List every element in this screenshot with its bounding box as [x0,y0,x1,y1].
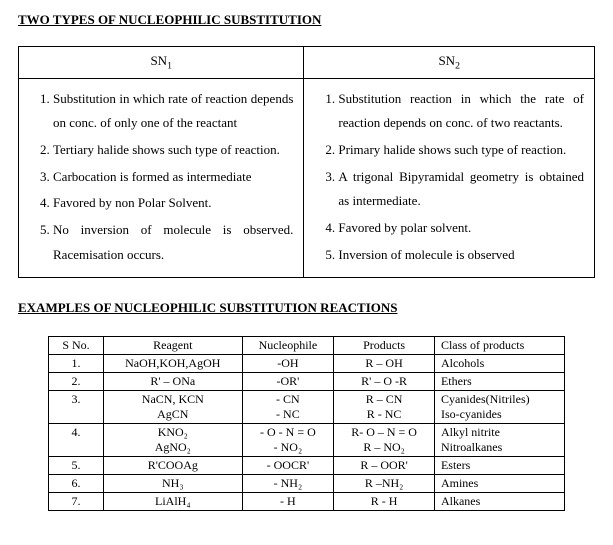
header-sn2: SN2 [304,47,595,79]
examples-cell: -OR' [242,373,334,391]
examples-cell: 4. [49,424,104,457]
examples-cell: Alkanes [434,493,564,511]
title-examples: EXAMPLES OF NUCLEOPHILIC SUBSTITUTION RE… [18,300,595,316]
examples-cell: - OOCR' [242,457,334,475]
examples-row: 4.KNO₂AgNO₂- O - N = O- NO₂R- O – N = OR… [49,424,565,457]
examples-cell: R –NH₂ [334,475,435,493]
examples-cell: Ethers [434,373,564,391]
sn2-point: A trigonal Bipyramidal geometry is obtai… [338,165,584,214]
examples-cell: 7. [49,493,104,511]
examples-cell: R – OH [334,355,435,373]
sn1-point: Tertiary halide shows such type of react… [53,138,293,163]
examples-cell: 6. [49,475,104,493]
examples-cell: -OH [242,355,334,373]
examples-cell: Esters [434,457,564,475]
examples-row: 6.NH₃- NH₂R –NH₂Amines [49,475,565,493]
examples-cell: R- O – N = OR – NO₂ [334,424,435,457]
examples-cell: - O - N = O- NO₂ [242,424,334,457]
examples-cell: R'COOAg [104,457,243,475]
examples-cell: R – CNR - NC [334,391,435,424]
header-sn2-sub: 2 [455,61,460,72]
examples-header-products: Products [334,337,435,355]
examples-row: 2.R' – ONa-OR'R' – O -REthers [49,373,565,391]
examples-cell: Cyanides(Nitriles)Iso-cyanides [434,391,564,424]
header-sn1-sub: 1 [167,61,172,72]
examples-header-sno: S No. [49,337,104,355]
header-sn1: SN1 [19,47,304,79]
sn1-point: No inversion of molecule is observed. Ra… [53,218,293,267]
examples-cell: R – OOR' [334,457,435,475]
examples-cell: Amines [434,475,564,493]
examples-cell: R' – O -R [334,373,435,391]
examples-row: 5.R'COOAg- OOCR'R – OOR'Esters [49,457,565,475]
sn2-point: Favored by polar solvent. [338,216,584,241]
sn2-cell: Substitution reaction in which the rate … [304,78,595,278]
examples-cell: NH₃ [104,475,243,493]
sn1-point: Substitution in which rate of reaction d… [53,87,293,136]
examples-cell: 2. [49,373,104,391]
examples-header-reagent: Reagent [104,337,243,355]
examples-row: 7.LiAlH₄- HR - HAlkanes [49,493,565,511]
header-sn1-text: SN [150,53,167,68]
examples-cell: Alkyl nitriteNitroalkanes [434,424,564,457]
examples-cell: 3. [49,391,104,424]
comparison-table: SN1 SN2 Substitution in which rate of re… [18,46,595,278]
examples-cell: Alcohols [434,355,564,373]
examples-cell: R' – ONa [104,373,243,391]
examples-cell: 1. [49,355,104,373]
examples-header-class: Class of products [434,337,564,355]
examples-cell: - CN- NC [242,391,334,424]
examples-row: 1.NaOH,KOH,AgOH-OHR – OHAlcohols [49,355,565,373]
sn2-point: Primary halide shows such type of reacti… [338,138,584,163]
examples-cell: - H [242,493,334,511]
sn1-point: Favored by non Polar Solvent. [53,191,293,216]
examples-row: 3.NaCN, KCNAgCN- CN- NCR – CNR - NCCyani… [49,391,565,424]
header-sn2-text: SN [438,53,455,68]
examples-cell: - NH₂ [242,475,334,493]
sn2-point: Inversion of molecule is observed [338,243,584,268]
examples-body: 1.NaOH,KOH,AgOH-OHR – OHAlcohols2.R' – O… [49,355,565,511]
examples-table: S No. Reagent Nucleophile Products Class… [48,336,565,511]
examples-cell: 5. [49,457,104,475]
sn2-point: Substitution reaction in which the rate … [338,87,584,136]
sn1-point: Carbocation is formed as intermediate [53,165,293,190]
examples-cell: KNO₂AgNO₂ [104,424,243,457]
examples-cell: NaCN, KCNAgCN [104,391,243,424]
examples-header-nucleophile: Nucleophile [242,337,334,355]
examples-cell: R - H [334,493,435,511]
examples-cell: LiAlH₄ [104,493,243,511]
title-main: TWO TYPES OF NUCLEOPHILIC SUBSTITUTION [18,12,595,28]
sn1-cell: Substitution in which rate of reaction d… [19,78,304,278]
examples-cell: NaOH,KOH,AgOH [104,355,243,373]
